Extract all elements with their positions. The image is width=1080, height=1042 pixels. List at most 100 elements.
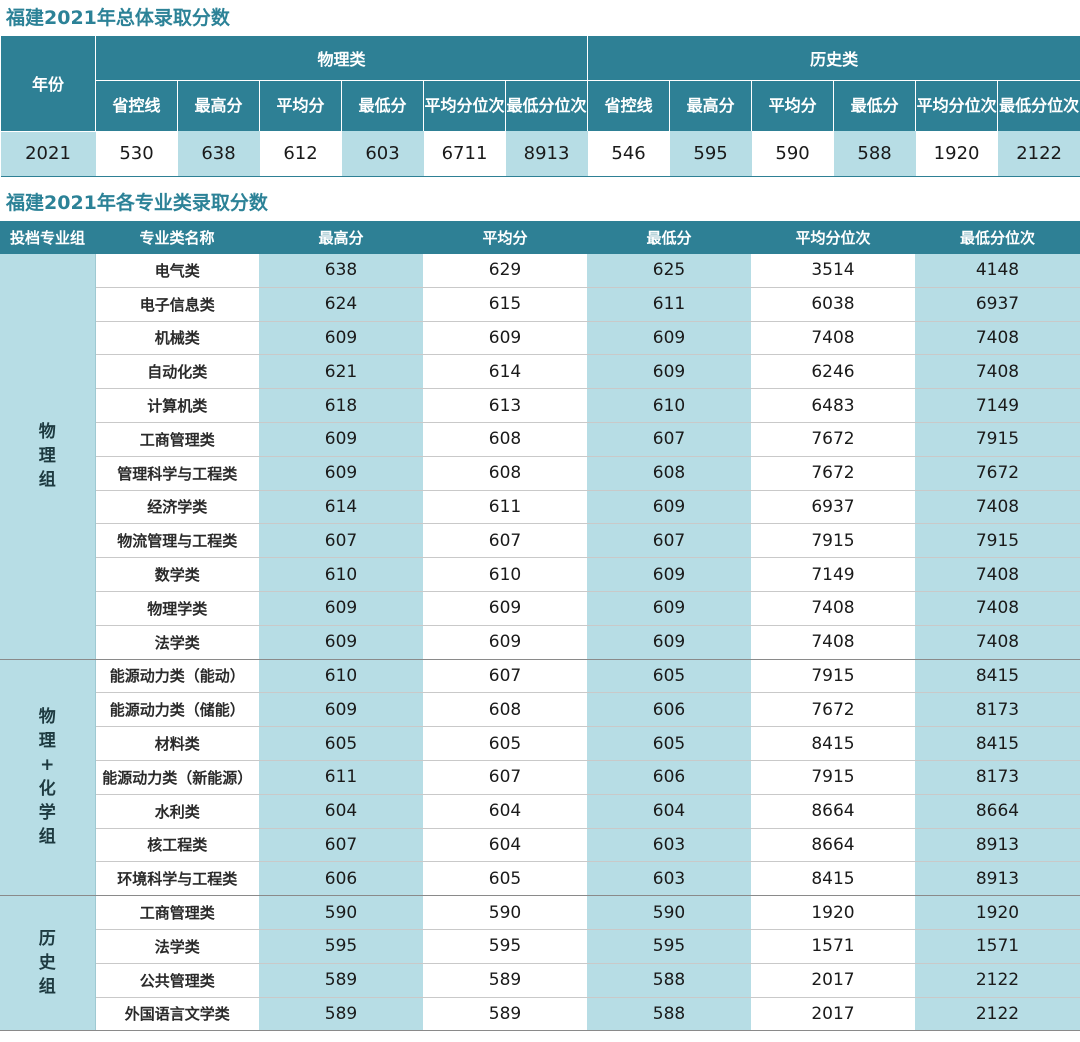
physics-group-header: 物理类 bbox=[94, 36, 589, 81]
major-name-cell: 法学类 bbox=[95, 625, 259, 660]
score-cell: 1920 bbox=[915, 895, 1080, 930]
major-name-cell: 工商管理类 bbox=[95, 895, 259, 930]
score-cell: 608 bbox=[423, 422, 587, 457]
history-subheader: 最高分 bbox=[669, 80, 753, 131]
score-cell: 8913 bbox=[915, 861, 1080, 897]
score-cell: 605 bbox=[423, 726, 587, 761]
physics-value-cell: 603 bbox=[341, 131, 424, 177]
score-cell: 7672 bbox=[751, 456, 915, 491]
table-row: 核工程类 607 604 603 8664 8913 bbox=[0, 828, 1080, 863]
history-value-cell: 588 bbox=[833, 131, 916, 177]
score-cell: 3514 bbox=[751, 253, 915, 288]
score-cell: 7915 bbox=[915, 422, 1080, 457]
table-row: 管理科学与工程类 609 608 608 7672 7672 bbox=[0, 456, 1080, 491]
score-cell: 625 bbox=[587, 253, 751, 288]
table-row: 自动化类 621 614 609 6246 7408 bbox=[0, 354, 1080, 390]
score-cell: 606 bbox=[587, 692, 751, 728]
score-cell: 607 bbox=[587, 523, 751, 559]
major-name-cell: 能源动力类（储能） bbox=[95, 692, 259, 728]
column-header: 平均分位次 bbox=[751, 220, 915, 254]
score-cell: 2122 bbox=[915, 963, 1080, 998]
score-cell: 610 bbox=[587, 388, 751, 423]
history-value-cell: 546 bbox=[587, 131, 670, 177]
physics-value-cell: 612 bbox=[259, 131, 342, 177]
column-header: 最高分 bbox=[259, 220, 423, 254]
score-cell: 2017 bbox=[751, 963, 915, 998]
table-row: 计算机类 618 613 610 6483 7149 bbox=[0, 388, 1080, 423]
major-name-cell: 物流管理与工程类 bbox=[95, 523, 259, 559]
table-row: 经济学类 614 611 609 6937 7408 bbox=[0, 490, 1080, 525]
score-cell: 8415 bbox=[915, 726, 1080, 761]
score-cell: 7408 bbox=[915, 321, 1080, 356]
table-row: 外国语言文学类 589 589 588 2017 2122 bbox=[0, 997, 1080, 1032]
history-value-cell: 590 bbox=[751, 131, 834, 177]
major-name-cell: 能源动力类（新能源） bbox=[95, 760, 259, 795]
score-cell: 7408 bbox=[751, 591, 915, 626]
column-header: 专业类名称 bbox=[95, 220, 259, 254]
score-cell: 621 bbox=[259, 354, 423, 390]
score-cell: 609 bbox=[587, 490, 751, 525]
major-name-cell: 机械类 bbox=[95, 321, 259, 356]
group-label-char: 史 bbox=[38, 953, 56, 974]
group-label-char: + bbox=[40, 755, 55, 776]
physics-subheader: 平均分 bbox=[259, 80, 342, 131]
history-subheader: 最低分位次 bbox=[997, 80, 1080, 131]
score-cell: 609 bbox=[259, 692, 423, 728]
history-value-cell: 595 bbox=[669, 131, 752, 177]
score-cell: 610 bbox=[423, 557, 587, 592]
score-cell: 2122 bbox=[915, 997, 1080, 1032]
score-cell: 609 bbox=[587, 354, 751, 390]
score-cell: 608 bbox=[423, 692, 587, 728]
score-cell: 595 bbox=[259, 929, 423, 964]
score-cell: 8415 bbox=[751, 726, 915, 761]
score-cell: 609 bbox=[587, 321, 751, 356]
score-cell: 595 bbox=[423, 929, 587, 964]
column-header: 平均分 bbox=[423, 220, 587, 254]
group-label-char: 理 bbox=[38, 731, 56, 752]
score-cell: 608 bbox=[587, 456, 751, 491]
score-cell: 604 bbox=[587, 794, 751, 829]
table-row: 能源动力类（新能源） 611 607 606 7915 8173 bbox=[0, 760, 1080, 795]
score-cell: 610 bbox=[259, 659, 423, 694]
score-cell: 8664 bbox=[751, 828, 915, 863]
score-cell: 604 bbox=[259, 794, 423, 829]
major-name-cell: 法学类 bbox=[95, 929, 259, 964]
score-cell: 6483 bbox=[751, 388, 915, 423]
score-cell: 605 bbox=[587, 659, 751, 694]
major-name-cell: 核工程类 bbox=[95, 828, 259, 863]
table-row: 能源动力类（储能） 609 608 606 7672 8173 bbox=[0, 692, 1080, 728]
group-label-char: 理 bbox=[38, 446, 56, 467]
score-cell: 609 bbox=[259, 321, 423, 356]
history-value-cell: 1920 bbox=[915, 131, 998, 177]
major-name-cell: 电子信息类 bbox=[95, 287, 259, 322]
physics-value-cell: 6711 bbox=[423, 131, 506, 177]
score-cell: 4148 bbox=[915, 253, 1080, 288]
score-cell: 605 bbox=[587, 726, 751, 761]
group-label: 物理 + 化学组 bbox=[0, 659, 96, 897]
score-cell: 7149 bbox=[751, 557, 915, 592]
summary-table: 年份 物理类 历史类 省控线 最高分 平均分 最低分 平均分位次 最低分位次 省控线 最高分平… bbox=[0, 36, 1080, 177]
physics-subheader: 省控线 bbox=[95, 80, 178, 131]
major-name-cell: 环境科学与工程类 bbox=[95, 861, 259, 897]
score-cell: 610 bbox=[259, 557, 423, 592]
score-cell: 8664 bbox=[751, 794, 915, 829]
score-cell: 7672 bbox=[751, 422, 915, 457]
major-name-cell: 外国语言文学类 bbox=[95, 997, 259, 1032]
score-cell: 609 bbox=[259, 422, 423, 457]
score-cell: 8913 bbox=[915, 828, 1080, 863]
year-cell: 2021 bbox=[0, 131, 96, 177]
score-cell: 611 bbox=[587, 287, 751, 322]
score-cell: 609 bbox=[423, 321, 587, 356]
physics-subheader: 最低分 bbox=[341, 80, 424, 131]
majors-title: 福建2021年各专业类录取分数 bbox=[6, 191, 268, 214]
score-cell: 590 bbox=[587, 895, 751, 930]
score-cell: 590 bbox=[423, 895, 587, 930]
score-cell: 609 bbox=[587, 625, 751, 660]
score-cell: 6246 bbox=[751, 354, 915, 390]
score-cell: 605 bbox=[423, 861, 587, 897]
score-cell: 607 bbox=[423, 760, 587, 795]
table-row: 公共管理类 589 589 588 2017 2122 bbox=[0, 963, 1080, 998]
score-cell: 624 bbox=[259, 287, 423, 322]
physics-subheader: 平均分位次 bbox=[423, 80, 506, 131]
table-row: 水利类 604 604 604 8664 8664 bbox=[0, 794, 1080, 829]
